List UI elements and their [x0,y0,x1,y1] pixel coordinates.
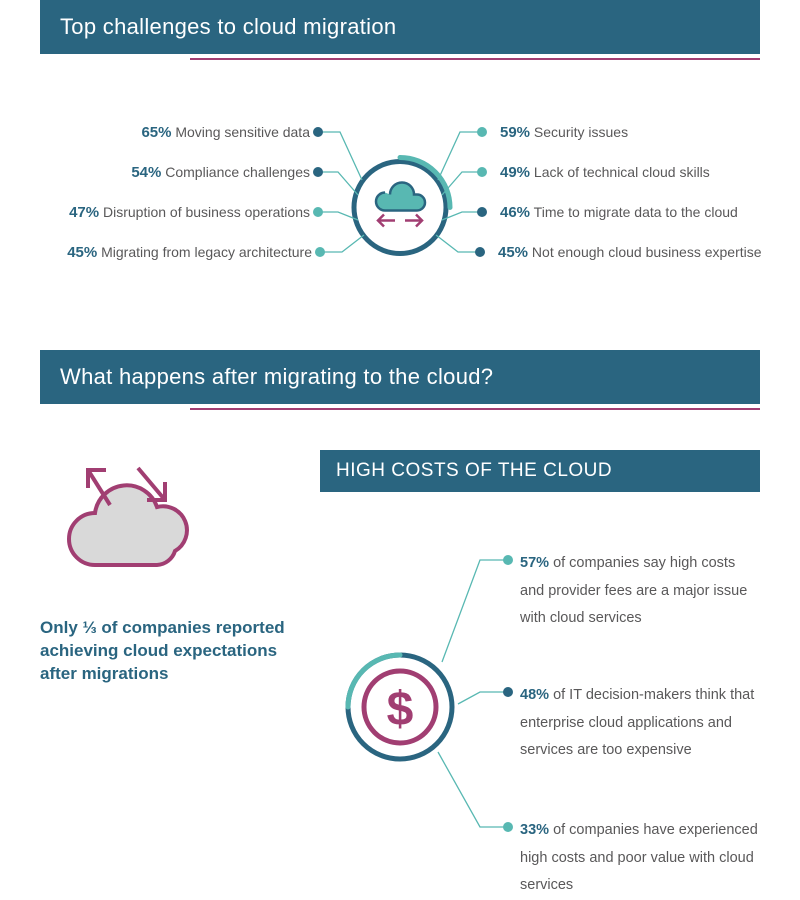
challenge-dot [477,167,487,177]
cost-pct: 57% [520,555,549,571]
cost-dot [503,555,513,565]
challenge-item: 46% Time to migrate data to the cloud [500,204,738,221]
cost-item: 33% of companies have experienced high c… [520,817,760,900]
section-underline [190,408,760,410]
cost-item: 48% of IT decision-makers think that ent… [520,682,760,765]
cost-dot [503,687,513,697]
challenge-pct: 59% [500,124,530,141]
challenge-label: Time to migrate data to the cloud [534,204,738,220]
after-left-caption: Only ⅓ of companies reported achieving c… [40,617,300,686]
challenge-dot [313,127,323,137]
challenge-dot [313,207,323,217]
challenge-item: 45% Migrating from legacy architecture [67,244,312,261]
challenge-dot [315,247,325,257]
after-left-column: Only ⅓ of companies reported achieving c… [40,450,300,882]
challenge-dot [477,127,487,137]
cost-pct: 33% [520,822,549,838]
challenge-item: 47% Disruption of business operations [69,204,310,221]
challenge-item: 59% Security issues [500,124,628,141]
challenge-item: 49% Lack of technical cloud skills [500,164,710,181]
costs-diagram: $ 57% of companies say high costs and pr… [320,542,760,882]
section-title: Top challenges to cloud migration [40,0,760,54]
section-underline [190,58,760,60]
cloud-swap-arrows-icon [40,450,300,605]
challenge-item: 65% Moving sensitive data [141,124,310,141]
cost-pct: 48% [520,687,549,703]
cost-text: of IT decision-makers think that enterpr… [520,687,754,758]
challenge-label: Lack of technical cloud skills [534,164,710,180]
challenge-item: 45% Not enough cloud business expertise [498,244,762,261]
challenge-pct: 49% [500,164,530,181]
challenge-pct: 65% [141,124,171,141]
challenge-pct: 45% [498,244,528,261]
after-migration-row: Only ⅓ of companies reported achieving c… [40,450,760,882]
challenge-label: Moving sensitive data [175,124,310,140]
section-title: What happens after migrating to the clou… [40,350,760,404]
cost-item: 57% of companies say high costs and prov… [520,550,760,633]
challenge-dot [313,167,323,177]
section-header-challenges: Top challenges to cloud migration [40,0,760,60]
challenge-pct: 45% [67,244,97,261]
challenge-pct: 47% [69,204,99,221]
challenge-pct: 54% [131,164,161,181]
cost-text: of companies say high costs and provider… [520,555,747,626]
challenge-label: Disruption of business operations [103,204,310,220]
cost-dot [503,822,513,832]
challenge-label: Migrating from legacy architecture [101,244,312,260]
challenges-diagram: 65% Moving sensitive data 54% Compliance… [20,100,780,320]
challenge-pct: 46% [500,204,530,221]
cost-text: of companies have experienced high costs… [520,822,758,893]
sub-header: HIGH COSTS OF THE CLOUD [320,450,760,492]
challenge-label: Compliance challenges [165,164,310,180]
section-header-after: What happens after migrating to the clou… [40,350,760,410]
after-right-column: HIGH COSTS OF THE CLOUD $ 57% of compa [320,450,760,882]
challenge-dot [477,207,487,217]
challenge-dot [475,247,485,257]
challenge-label: Security issues [534,124,628,140]
challenge-item: 54% Compliance challenges [131,164,310,181]
challenge-label: Not enough cloud business expertise [532,244,762,260]
